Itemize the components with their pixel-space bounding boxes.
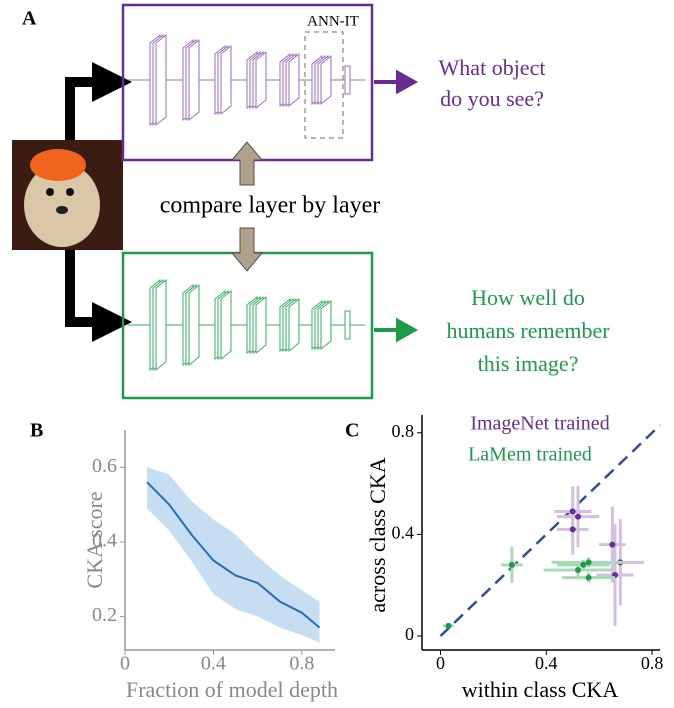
x-tick-label: 0 <box>120 653 130 675</box>
y-tick-label: 0.8 <box>392 421 415 441</box>
y-tick-label: 0.4 <box>392 523 415 543</box>
x-tick-label: 0.8 <box>641 653 664 673</box>
arrow <box>232 228 262 271</box>
panel-label: C <box>345 420 359 442</box>
y-tick-label: 0.4 <box>92 529 117 551</box>
point <box>509 562 515 568</box>
layer <box>321 301 331 349</box>
layer <box>345 66 350 94</box>
arrow <box>374 73 414 91</box>
output-text: do you see? <box>440 86 544 111</box>
arrow <box>70 82 112 140</box>
layers <box>128 280 365 370</box>
layer <box>321 56 331 104</box>
layer <box>256 297 266 353</box>
point <box>586 559 592 565</box>
point <box>575 567 581 573</box>
layers <box>128 35 365 125</box>
arrow <box>232 142 262 185</box>
output-text: What object <box>439 55 546 80</box>
x-tick-label: 0.4 <box>201 653 226 675</box>
point <box>575 514 581 520</box>
panel-label: B <box>30 420 43 442</box>
layer <box>256 52 266 108</box>
layer <box>289 299 299 351</box>
point <box>609 542 615 548</box>
layer <box>189 285 199 365</box>
y-axis-label: across class CKA <box>365 457 390 612</box>
point <box>445 623 451 629</box>
layer <box>221 46 231 114</box>
legend-entry: ImageNet trained <box>470 413 609 435</box>
dog-image <box>12 140 123 250</box>
layer <box>289 54 299 106</box>
arrow <box>374 321 414 339</box>
output-text: this image? <box>478 351 579 376</box>
layer <box>156 35 166 125</box>
y-tick-label: 0 <box>405 624 414 644</box>
legend-entry: LaMem trained <box>468 444 592 466</box>
point <box>570 526 576 532</box>
y-tick-label: 0.6 <box>92 455 117 477</box>
x-tick-label: 0.4 <box>535 653 558 673</box>
layer <box>156 280 166 370</box>
point <box>570 509 576 515</box>
point <box>586 575 592 581</box>
x-axis-label: Fraction of model depth <box>126 677 338 702</box>
figure: A ANN-IT What object do you see? compare… <box>0 0 674 708</box>
y-tick-label: 0.2 <box>92 604 117 626</box>
layer <box>221 291 231 359</box>
x-tick-label: 0.8 <box>289 653 314 675</box>
x-tick-label: 0 <box>436 653 445 673</box>
band <box>147 467 319 642</box>
arrow <box>70 250 112 322</box>
point <box>580 562 586 568</box>
ann-it-label: ANN-IT <box>307 13 359 29</box>
output-text: How well do <box>471 285 585 310</box>
compare-text: compare layer by layer <box>160 193 381 219</box>
x-axis-label: within class CKA <box>462 677 619 702</box>
panel-label: A <box>22 8 37 30</box>
output-text: humans remember <box>446 318 610 343</box>
layer <box>345 311 350 339</box>
layer <box>189 40 199 120</box>
